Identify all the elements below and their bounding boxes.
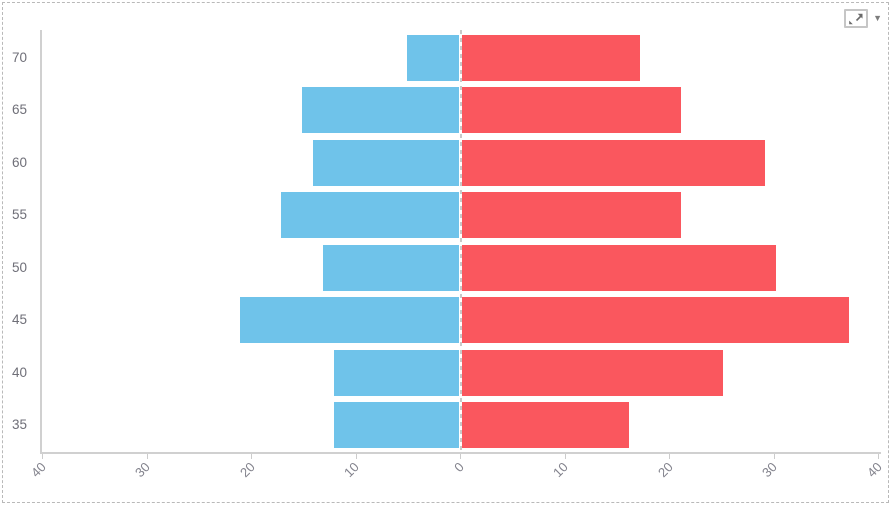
caret-down-icon: ▼: [873, 13, 882, 23]
x-axis-label: 20: [654, 459, 676, 481]
y-axis-label: 70: [11, 49, 27, 65]
x-axis-tick: [355, 454, 357, 459]
bar-left-70[interactable]: [406, 34, 459, 81]
bar-right-50[interactable]: [462, 244, 776, 291]
x-axis-tick: [878, 454, 879, 459]
bar-left-35[interactable]: [333, 402, 459, 448]
x-axis-tick: [251, 454, 252, 459]
y-axis-label: 55: [11, 207, 27, 222]
bar-right-40[interactable]: [462, 349, 724, 396]
bar-right-35[interactable]: [462, 402, 630, 448]
x-axis-label: 10: [550, 459, 571, 481]
menu-caret-button[interactable]: ▼: [873, 14, 882, 23]
y-axis-label: 45: [11, 312, 27, 327]
bar-right-65[interactable]: [462, 87, 682, 133]
x-axis-tick: [42, 454, 43, 459]
y-axis-label: 65: [11, 102, 27, 117]
y-axis-label: 60: [11, 154, 27, 170]
bar-left-40[interactable]: [333, 349, 459, 396]
x-axis-tick: [564, 454, 566, 459]
bar-left-50[interactable]: [323, 244, 459, 291]
x-axis-tick: [669, 454, 670, 459]
bar-left-55[interactable]: [281, 192, 459, 238]
x-axis-tick: [773, 454, 775, 459]
bar-right-45[interactable]: [462, 297, 849, 343]
x-axis-label: 20: [236, 459, 258, 481]
y-axis-line: [40, 30, 42, 454]
x-axis-label: 10: [341, 459, 362, 481]
bar-right-55[interactable]: [462, 192, 682, 238]
x-axis-tick: [146, 454, 148, 459]
zero-gridline: [459, 30, 462, 452]
fullscreen-button[interactable]: [844, 9, 869, 28]
x-axis-line: [40, 452, 881, 454]
bar-left-45[interactable]: [239, 297, 459, 343]
bar-left-65[interactable]: [302, 87, 459, 133]
x-axis-label: 40: [27, 459, 49, 481]
x-axis-tick: [460, 454, 461, 459]
y-axis-label: 50: [11, 259, 27, 275]
bar-left-60[interactable]: [312, 139, 459, 186]
x-axis-label: 30: [132, 459, 153, 481]
y-axis-label: 35: [11, 417, 27, 432]
expand-diagonal-icon: [848, 13, 864, 25]
x-axis-label: 40: [863, 459, 885, 481]
x-axis-label: 30: [759, 459, 780, 481]
bar-right-70[interactable]: [462, 34, 640, 81]
chart-toolbar: ▼: [844, 9, 882, 28]
y-axis-label: 40: [11, 364, 27, 380]
x-axis-label: 0: [450, 459, 467, 476]
bar-right-60[interactable]: [462, 139, 766, 186]
